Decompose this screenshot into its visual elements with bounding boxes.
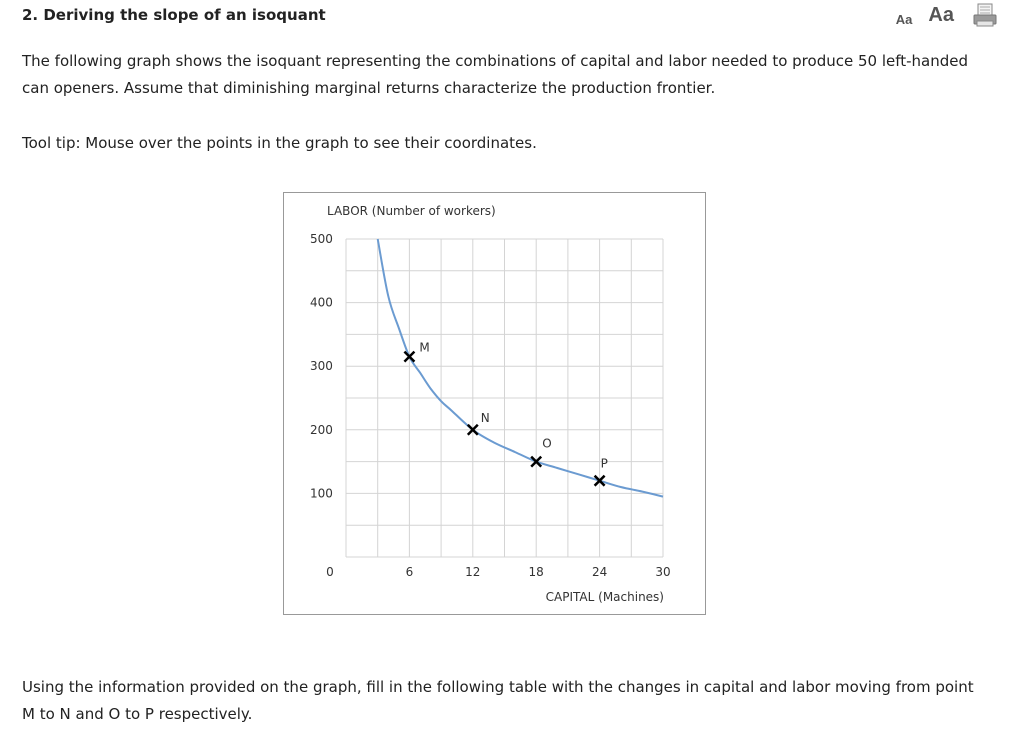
font-size-small-button[interactable]: Aa bbox=[895, 11, 913, 27]
y-tick-label: 300 bbox=[310, 359, 333, 373]
intro-paragraph: The following graph shows the isoquant r… bbox=[22, 52, 969, 97]
point-label: P bbox=[601, 457, 608, 471]
isoquant-chart: 100 200 300 400 500 0 6 12 18 24 30 M N O P LABOR (N… bbox=[310, 204, 671, 604]
y-tick-label: 400 bbox=[310, 296, 333, 310]
y-tick-label: 200 bbox=[310, 423, 333, 437]
toolbar: Aa Aa bbox=[896, 2, 998, 28]
question-title: 2. Deriving the slope of an isoquant bbox=[22, 6, 326, 24]
isoquant-curve bbox=[376, 238, 664, 498]
instruction-paragraph: Using the information provided on the gr… bbox=[22, 678, 974, 723]
y-tick-label: 100 bbox=[310, 486, 333, 500]
points-layer: M N O P bbox=[403, 341, 608, 487]
point-marker[interactable] bbox=[466, 423, 479, 436]
point-label: N bbox=[481, 411, 490, 425]
point-m[interactable]: M bbox=[403, 341, 430, 363]
point-o[interactable]: O bbox=[530, 437, 552, 468]
print-icon[interactable] bbox=[972, 2, 998, 28]
isoquant-graph: 100 200 300 400 500 0 6 12 18 24 30 M N O P LABOR (N… bbox=[283, 192, 706, 615]
x-axis-label: CAPITAL (Machines) bbox=[546, 590, 664, 604]
grid bbox=[345, 238, 664, 558]
x-tick-label: 24 bbox=[592, 565, 607, 579]
font-size-large-button[interactable]: Aa bbox=[928, 3, 954, 26]
x-tick-label: 12 bbox=[465, 565, 480, 579]
y-tick-labels: 100 200 300 400 500 bbox=[310, 232, 333, 500]
isoquant-curve-layer bbox=[376, 238, 664, 498]
y-tick-label: 500 bbox=[310, 232, 333, 246]
point-p[interactable]: P bbox=[593, 457, 608, 487]
point-marker[interactable] bbox=[530, 455, 543, 468]
point-n[interactable]: N bbox=[466, 411, 490, 436]
point-label: M bbox=[419, 341, 429, 355]
tooltip-note: Tool tip: Mouse over the points in the g… bbox=[22, 134, 537, 152]
x-tick-label: 30 bbox=[655, 565, 670, 579]
y-axis-label: LABOR (Number of workers) bbox=[327, 204, 496, 218]
point-marker[interactable] bbox=[403, 350, 416, 363]
point-label: O bbox=[542, 437, 551, 451]
point-marker[interactable] bbox=[593, 474, 606, 487]
x-tick-label: 0 bbox=[326, 565, 334, 579]
x-tick-labels: 0 6 12 18 24 30 bbox=[326, 565, 670, 579]
x-tick-label: 6 bbox=[406, 565, 414, 579]
x-tick-label: 18 bbox=[529, 565, 544, 579]
